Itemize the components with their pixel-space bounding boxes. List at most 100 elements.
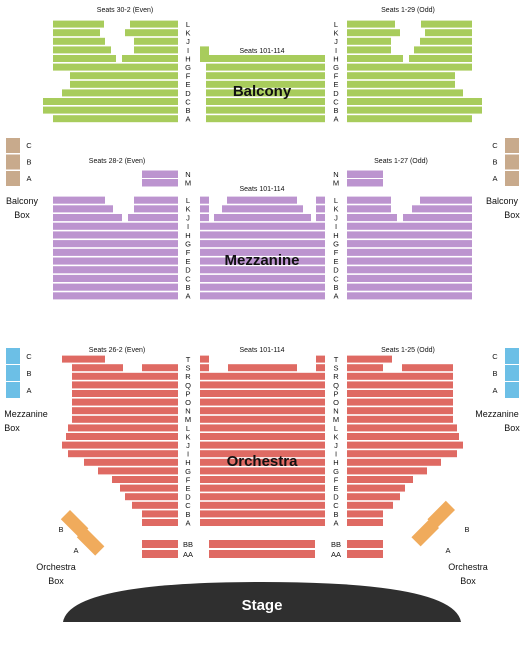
- mezzanine-left-row-E[interactable]: [53, 257, 178, 265]
- mezzanine-left-row-J[interactable]: [53, 214, 122, 222]
- orchestra-right-row-N[interactable]: [347, 407, 453, 415]
- balcony-box-left[interactable]: CBA: [6, 138, 32, 186]
- orchestra-left-row-G[interactable]: [98, 467, 178, 475]
- orchestra-right-row-S[interactable]: [347, 364, 383, 372]
- balcony-right-row-H[interactable]: [409, 55, 472, 62]
- mezzanine-right-row-C[interactable]: [347, 274, 472, 282]
- mezzanine-center-row-J[interactable]: [214, 214, 311, 222]
- balcony-left-row-L[interactable]: [130, 20, 178, 28]
- orchestra-center-row-S[interactable]: [228, 364, 297, 372]
- orchestra-left-row-T[interactable]: [62, 355, 105, 363]
- orchestra-right-row-AA[interactable]: [347, 550, 383, 558]
- orchestra-left-row-K[interactable]: [66, 433, 178, 440]
- mezzanine-left-row-K[interactable]: [134, 205, 178, 213]
- mezzanine-right-row-N[interactable]: [347, 170, 383, 179]
- orchestra-left-row-E[interactable]: [120, 484, 178, 492]
- orchestra-left-row-S[interactable]: [142, 364, 178, 372]
- mezzanine-center-row-L[interactable]: [316, 196, 325, 204]
- orchestra-left-row-F[interactable]: [112, 476, 178, 483]
- mezzanine-center-row-K[interactable]: [316, 205, 325, 213]
- orchestra-left-row-I[interactable]: [68, 450, 178, 458]
- orchestra-right-row-I[interactable]: [347, 450, 457, 458]
- balcony-left-row-C[interactable]: [43, 98, 178, 105]
- balcony-box-right-A[interactable]: [505, 171, 519, 186]
- orchestra-right-row-BB[interactable]: [347, 540, 383, 548]
- mezzanine-left-row-L[interactable]: [134, 196, 178, 204]
- mezzanine-right-row-E[interactable]: [347, 257, 472, 265]
- orchestra-left-row-L[interactable]: [68, 424, 178, 432]
- balcony-right-row-E[interactable]: [347, 80, 455, 88]
- orchestra-right-row-M[interactable]: [347, 415, 453, 423]
- mezzanine-box-left-C[interactable]: [6, 348, 20, 364]
- mezzanine-center-row-D[interactable]: [200, 266, 325, 274]
- orchestra-center-row-T[interactable]: [316, 355, 325, 363]
- mezzanine-right-row-A[interactable]: [347, 292, 472, 300]
- balcony-box-left-B[interactable]: [6, 154, 20, 170]
- mezzanine-left-row-I[interactable]: [53, 222, 178, 230]
- mezzanine-center-row-H[interactable]: [200, 231, 325, 239]
- orchestra-center-row-L[interactable]: [200, 424, 325, 432]
- mezzanine-right-row-M[interactable]: [347, 179, 383, 187]
- mezzanine-center-row-I[interactable]: [200, 222, 325, 230]
- orchestra-center-row-AA[interactable]: [209, 550, 315, 558]
- orchestra-center-row-C[interactable]: [200, 501, 325, 509]
- orchestra-left-row-N[interactable]: [72, 407, 178, 415]
- orchestra-right-row-S[interactable]: [402, 364, 453, 372]
- balcony-left-row-E[interactable]: [70, 80, 178, 88]
- orchestra-right-row-C[interactable]: [347, 501, 393, 509]
- orchestra-right-row-E[interactable]: [347, 484, 405, 492]
- orchestra-center-row-S[interactable]: [200, 364, 209, 372]
- orchestra-center-row-F[interactable]: [200, 476, 325, 483]
- mezzanine-center-row-F[interactable]: [200, 248, 325, 256]
- mezzanine-left-row-K[interactable]: [53, 205, 113, 213]
- orchestra-center-row-P[interactable]: [200, 390, 325, 397]
- mezzanine-right-row-J[interactable]: [403, 214, 472, 222]
- mezzanine-box-left-A[interactable]: [6, 382, 20, 398]
- mezzanine-right-row-F[interactable]: [347, 248, 472, 256]
- balcony-left-row-L[interactable]: [53, 20, 104, 28]
- balcony-left-row-H[interactable]: [122, 55, 178, 62]
- balcony-box-left-A[interactable]: [6, 171, 20, 186]
- orchestra-center-row-T[interactable]: [200, 355, 209, 363]
- balcony-left-row-K[interactable]: [125, 29, 178, 37]
- mezzanine-box-right[interactable]: CBA: [492, 348, 519, 398]
- mezzanine-left-row-A[interactable]: [53, 292, 178, 300]
- orchestra-box-left-B[interactable]: [60, 510, 89, 538]
- mezzanine-left-row-D[interactable]: [53, 266, 178, 274]
- balcony-center-row-E[interactable]: [206, 80, 325, 88]
- orchestra-center-row-E[interactable]: [200, 484, 325, 492]
- balcony-right-row-L[interactable]: [421, 20, 472, 28]
- balcony-right-row-I[interactable]: [347, 46, 391, 54]
- balcony-left-row-H[interactable]: [53, 55, 116, 62]
- mezzanine-left-row-M[interactable]: [142, 179, 178, 187]
- mezzanine-right-row-D[interactable]: [347, 266, 472, 274]
- balcony-box-right-C[interactable]: [505, 138, 519, 153]
- orchestra-right-row-Q[interactable]: [347, 381, 453, 389]
- orchestra-right-row-L[interactable]: [347, 424, 457, 432]
- mezzanine-center-row-L[interactable]: [200, 196, 209, 204]
- orchestra-center-row-I[interactable]: [200, 450, 325, 458]
- balcony-right-row-C[interactable]: [347, 98, 482, 105]
- balcony-right-row-L[interactable]: [347, 20, 395, 28]
- balcony-box-right[interactable]: CBA: [492, 138, 519, 186]
- balcony-box-right-B[interactable]: [505, 154, 519, 170]
- orchestra-center-row-H[interactable]: [200, 458, 325, 466]
- mezzanine-center-row-K[interactable]: [200, 205, 209, 213]
- orchestra-center-row-K[interactable]: [200, 433, 325, 440]
- mezzanine-left-row-N[interactable]: [142, 170, 178, 179]
- orchestra-left-row-J[interactable]: [62, 441, 178, 449]
- balcony-right-row-I[interactable]: [414, 46, 472, 54]
- balcony-left-row-I[interactable]: [134, 46, 178, 54]
- orchestra-center-row-M[interactable]: [200, 415, 325, 423]
- mezzanine-left-row-B[interactable]: [53, 283, 178, 291]
- mezzanine-left-row-J[interactable]: [128, 214, 178, 222]
- mezzanine-center-row-A[interactable]: [200, 292, 325, 300]
- balcony-right-row-K[interactable]: [347, 29, 400, 37]
- orchestra-left-row-D[interactable]: [125, 493, 178, 501]
- orchestra-left-row-B[interactable]: [142, 510, 178, 518]
- mezzanine-right-row-B[interactable]: [347, 283, 472, 291]
- orchestra-left-row-O[interactable]: [72, 398, 178, 406]
- orchestra-right-row-O[interactable]: [347, 398, 453, 406]
- balcony-left-row-J[interactable]: [134, 37, 178, 45]
- orchestra-left-row-BB[interactable]: [142, 540, 178, 548]
